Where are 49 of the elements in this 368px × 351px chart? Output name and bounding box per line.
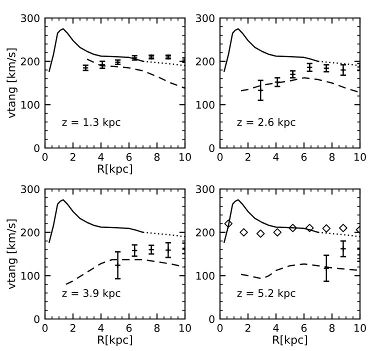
- y-tick-label: 100: [21, 100, 40, 109]
- x-axis-title: R[kpc]: [98, 335, 132, 346]
- x-tick-label: 2: [70, 153, 76, 161]
- annotation: z = 5.2 kpc: [237, 288, 296, 300]
- x-tick-label: 8: [154, 324, 160, 332]
- x-tick-label: 10: [354, 324, 366, 332]
- x-axis-title: R[kpc]: [273, 335, 308, 346]
- x-tick-label: 8: [329, 324, 335, 332]
- x-tick-label: 4: [98, 153, 104, 161]
- y-tick-label: 300: [196, 14, 214, 22]
- x-tick-label: 8: [154, 153, 160, 161]
- y-tick-label: 200: [196, 228, 214, 236]
- x-tick-label: 6: [301, 324, 307, 332]
- y-tick-label: 300: [196, 185, 214, 194]
- x-tick-label: 0: [42, 153, 48, 161]
- y-tick-label: 0: [34, 144, 40, 152]
- x-tick-label: 4: [98, 324, 104, 332]
- y-tick-label: 300: [21, 185, 40, 194]
- x-tick-label: 0: [217, 324, 223, 332]
- x-tick-label: 6: [126, 153, 132, 161]
- y-tick-label: 100: [21, 272, 40, 280]
- y-tick-label: 0: [209, 315, 214, 324]
- x-tick-label: 4: [273, 153, 279, 161]
- y-tick-label: 200: [196, 58, 214, 66]
- annotation: z = 3.9 kpc: [62, 288, 120, 300]
- x-tick-label: 4: [273, 324, 279, 332]
- y-tick-label: 100: [196, 100, 214, 109]
- x-tick-label: 10: [180, 153, 191, 161]
- x-tick-label: 6: [126, 324, 132, 332]
- annotation: z = 2.6 kpc: [237, 118, 296, 128]
- y-axis-title: vtang [km/s]: [6, 220, 18, 290]
- y-tick-label: 100: [196, 272, 214, 280]
- x-tick-label: 10: [354, 153, 366, 161]
- y-tick-label: 200: [21, 228, 40, 236]
- x-tick-label: 0: [217, 153, 223, 161]
- y-tick-label: 300: [21, 14, 40, 22]
- y-axis-title: vtang [km/s]: [6, 48, 18, 118]
- annotation: z = 1.3 kpc: [62, 118, 120, 128]
- y-tick-label: 0: [209, 144, 214, 152]
- x-tick-label: 2: [70, 324, 76, 332]
- x-tick-label: 2: [245, 324, 250, 332]
- x-axis-title: R[kpc]: [98, 164, 132, 176]
- y-tick-label: 0: [34, 315, 40, 324]
- x-tick-label: 10: [180, 324, 191, 332]
- x-tick-label: 2: [245, 153, 250, 161]
- x-tick-label: 6: [301, 153, 307, 161]
- y-tick-label: 200: [21, 58, 40, 66]
- x-tick-label: 8: [329, 153, 335, 161]
- x-tick-label: 0: [42, 324, 48, 332]
